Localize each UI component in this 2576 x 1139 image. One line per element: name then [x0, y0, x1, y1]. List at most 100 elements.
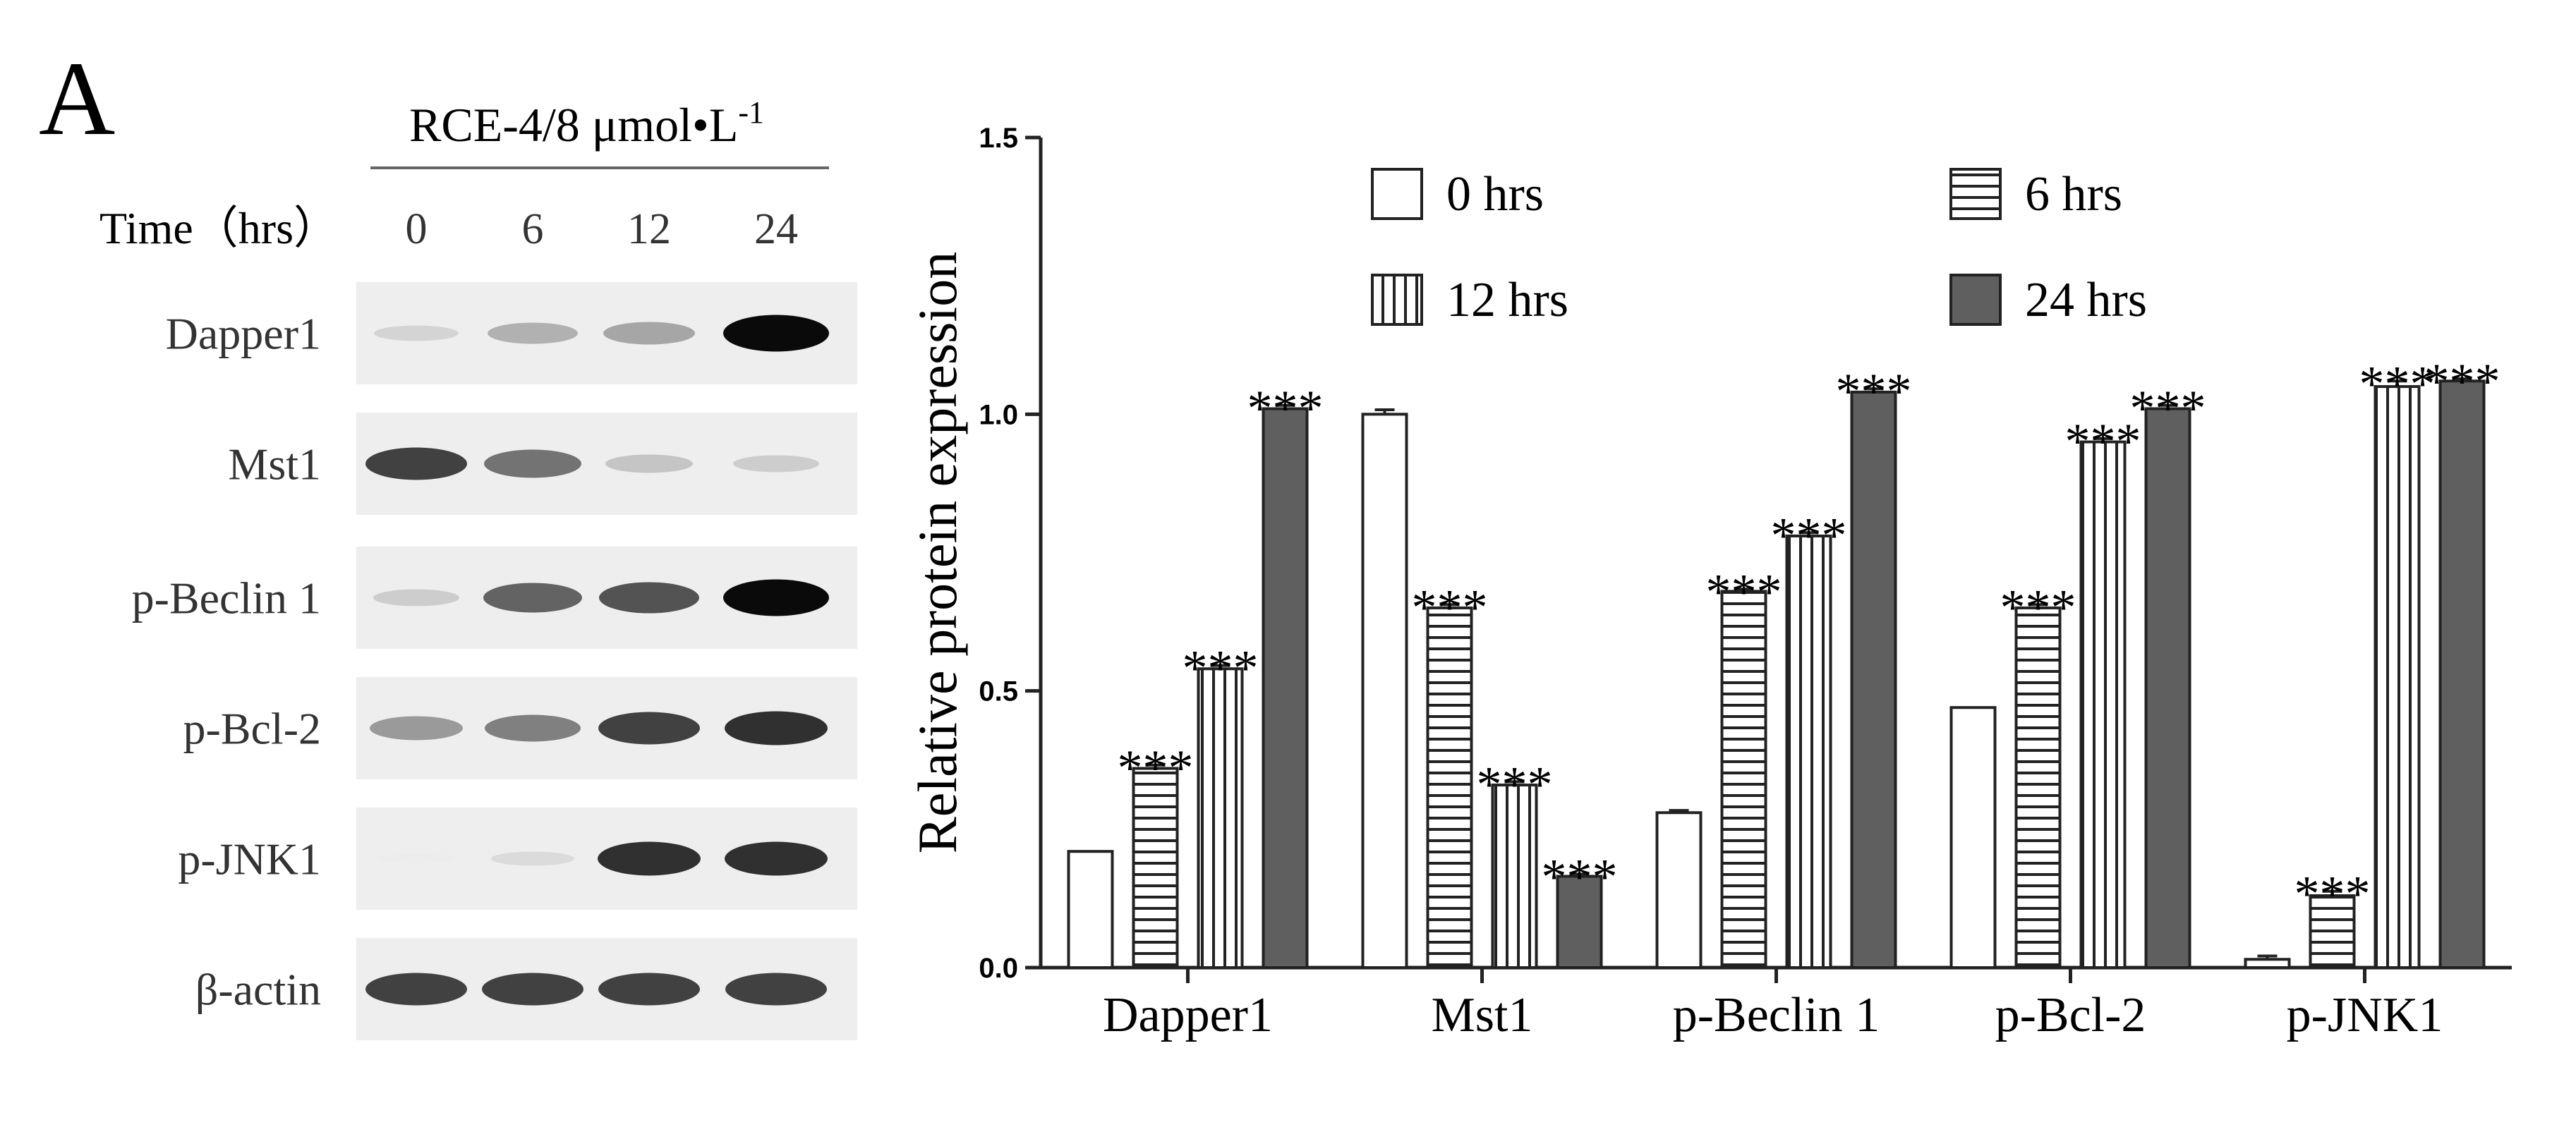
legend-swatch [1949, 168, 2002, 220]
legend-label: 24 hrs [2025, 273, 2147, 327]
y-tick-label: 0.5 [979, 676, 1018, 707]
blot-row-label: p-Beclin 1 [132, 573, 321, 623]
x-axis: Dapper1 Mst1 p-Beclin 1 p-Bcl-2 p-JNK1 [1041, 966, 2512, 1042]
bar [2374, 385, 2421, 969]
significance-label: *** [1183, 640, 1259, 697]
timepoint-label: 12 [627, 205, 671, 253]
legend-item: 6 hrs [1949, 167, 2122, 221]
bar [1426, 606, 1473, 969]
significance-label: *** [1412, 579, 1488, 635]
bar [1655, 811, 1703, 969]
blot-band [485, 714, 581, 742]
blot-row-label: Dapper1 [166, 309, 321, 359]
significance-label: *** [1118, 740, 1194, 796]
significance-label: *** [2424, 353, 2501, 410]
blot-band [365, 447, 467, 480]
bar [1785, 534, 1832, 969]
blot-row: p-Bcl-2 [183, 677, 857, 779]
x-tick-label: p-JNK1 [2287, 988, 2443, 1042]
timepoint-label: 0 [406, 205, 428, 253]
blot-row-label: Mst1 [228, 439, 321, 489]
blot-band [482, 973, 583, 1006]
bar [1197, 667, 1244, 970]
blot-band [377, 854, 456, 863]
blot-band [598, 712, 700, 745]
blot-band [725, 841, 828, 876]
blot-band [598, 973, 700, 1006]
blot-row-label: p-JNK1 [178, 834, 321, 884]
blot-band [365, 973, 467, 1006]
significance-label: *** [1247, 380, 1324, 437]
bars: ****************************************… [1067, 353, 2501, 970]
blot-row: Dapper1 [166, 282, 857, 384]
blot-band [491, 851, 574, 866]
significance-label: *** [1542, 848, 1618, 905]
blot-row: β-actin [195, 938, 857, 1040]
legend-item: 12 hrs [1371, 273, 1568, 327]
blot-band [599, 582, 699, 614]
blot-band [373, 589, 459, 607]
legend-item: 0 hrs [1371, 167, 1544, 221]
time-label: Time（hrs） [99, 203, 339, 253]
blot-band [483, 583, 582, 613]
bar [2438, 379, 2486, 969]
timepoint-label: 6 [522, 205, 544, 253]
blot-band [603, 322, 695, 345]
blot-row: Mst1 [228, 413, 857, 515]
treatment-label: RCE-4/8 μmol•L-1 [409, 95, 764, 152]
x-tick-label: p-Bcl-2 [1995, 988, 2146, 1042]
y-tick-label: 0.0 [979, 953, 1018, 984]
significance-label: *** [2130, 380, 2206, 437]
blot-row: p-Beclin 1 [132, 547, 857, 649]
western-blot-panel: A RCE-4/8 μmol•L-1 Time（hrs） 0 6 12 24 Dapp… [39, 40, 857, 1040]
legend-item: 24 hrs [1949, 273, 2147, 327]
legend-label: 0 hrs [1446, 167, 1544, 221]
x-tick-label: Mst1 [1432, 988, 1533, 1042]
blot-band [733, 455, 819, 473]
bar [2244, 958, 2291, 969]
panel-label: A [39, 40, 115, 157]
x-tick-label: p-Beclin 1 [1673, 988, 1880, 1042]
blot-band [488, 322, 578, 344]
legend-swatch [1371, 274, 1423, 326]
bar [1850, 390, 1897, 969]
significance-label: *** [1477, 756, 1553, 812]
blot-band [370, 716, 463, 741]
legend-swatch [1371, 168, 1423, 220]
bar [1067, 850, 1114, 969]
blot-band [723, 579, 829, 616]
significance-label: *** [2294, 866, 2371, 922]
significance-label: *** [2065, 413, 2141, 470]
bar [1132, 767, 1179, 970]
significance-label: *** [1706, 564, 1782, 620]
legend-label: 6 hrs [2025, 167, 2122, 221]
bar [2079, 440, 2127, 969]
blot-rows: Dapper1 Mst1 p-Beclin 1 p-Bcl-2 p-JNK1 β-acti… [132, 282, 857, 1040]
blot-row: p-JNK1 [178, 808, 857, 910]
blot-band [605, 454, 693, 473]
blot-band [725, 973, 827, 1006]
blot-band [374, 325, 459, 341]
blot-band [723, 315, 829, 352]
blot-band [725, 711, 828, 745]
legend-label: 12 hrs [1446, 273, 1568, 327]
timepoint-label: 24 [754, 205, 798, 253]
significance-label: *** [1771, 507, 1847, 564]
legend: 0 hrs 6 hrs 12 hrs 24 hrs [1371, 167, 2147, 327]
y-tick-label: 1.5 [979, 123, 1018, 154]
significance-label: *** [2359, 355, 2436, 412]
bar [1720, 590, 1767, 969]
y-axis-title: Relative protein expression [907, 252, 968, 853]
legend-swatch [1949, 274, 2002, 326]
bar [1262, 407, 1309, 969]
bar [1949, 706, 1997, 969]
bar [1361, 413, 1408, 969]
bar [2014, 606, 2062, 969]
blot-row-label: β-actin [195, 965, 321, 1015]
bar [2144, 407, 2191, 969]
blot-band [598, 841, 701, 876]
significance-label: *** [1836, 363, 1912, 420]
y-tick-label: 1.0 [979, 399, 1018, 430]
timepoint-labels: 0 6 12 24 [406, 205, 799, 253]
